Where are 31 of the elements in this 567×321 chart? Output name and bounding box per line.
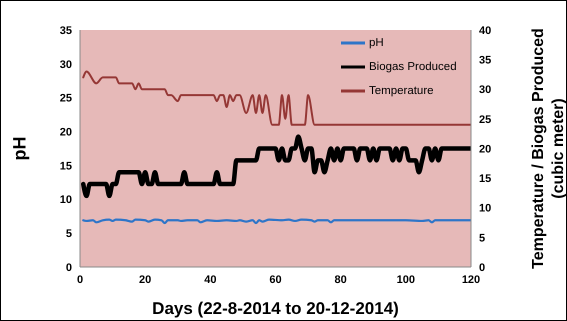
legend-label: pH [369,37,384,50]
y2-tick-label: 20 [479,143,492,156]
y2-tick-label: 40 [479,24,492,37]
y2-tick-label: 5 [479,232,486,244]
y-axis-title: pH [9,136,30,160]
x-tick-label: 40 [204,274,216,286]
x-tick-label: 0 [76,274,84,286]
x-axis-title: Days (22-8-2014 to 20-12-2014) [152,299,399,318]
legend-label: Temperature [369,85,434,98]
y2-tick-label: 30 [479,84,492,96]
y-tick-label: 10 [60,194,72,206]
y-tick-label: 30 [60,58,72,71]
line-series [81,134,471,198]
x-tick-label: 100 [396,274,416,286]
y2-tick-label: 0 [479,262,486,274]
y2-tick-label: 15 [479,173,492,186]
y-tick-label: 0 [66,262,72,274]
y-tick-label: 15 [60,160,72,172]
y-tick-label: 35 [60,24,72,37]
y2-axis-title: Temperature / Biogas Produced (cubic meter) [530,28,567,269]
y-tick-label: 5 [66,228,72,240]
x-tick-label: 20 [139,274,152,286]
y2-tick-label: 25 [479,114,492,126]
x-tick-label: 60 [269,274,282,286]
y2-tick-label: 35 [479,54,492,67]
legend-label: Biogas Produced [369,61,457,74]
y-tick-label: 20 [60,126,72,138]
y2-tick-label: 10 [479,202,492,215]
x-tick-label: 80 [334,274,347,286]
x-tick-label: 120 [462,274,480,286]
y-tick-label: 25 [60,92,72,105]
